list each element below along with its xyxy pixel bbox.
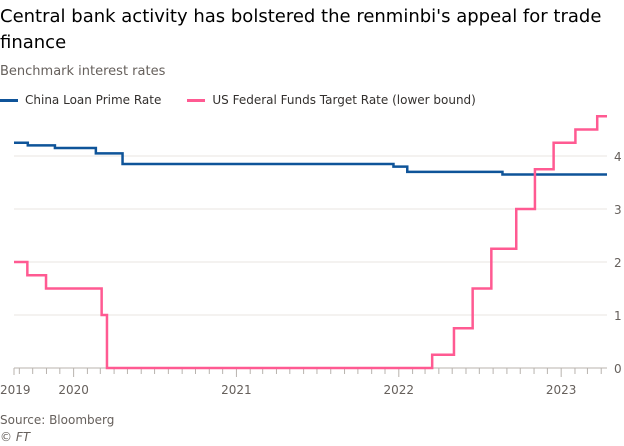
x-tick-label: 2022 xyxy=(384,383,415,397)
y-tick-label: 0 xyxy=(614,362,622,376)
copyright: © FT xyxy=(0,430,31,444)
legend-label: China Loan Prime Rate xyxy=(25,93,162,107)
y-tick-label: 2 xyxy=(614,256,622,270)
legend-item-china-lpr: China Loan Prime Rate xyxy=(0,93,161,107)
series-line-china-lpr xyxy=(14,141,607,176)
series-line-fed-funds xyxy=(14,115,607,370)
chart-subtitle: Benchmark interest rates xyxy=(0,64,166,79)
x-tick-label: 2023 xyxy=(546,383,577,397)
legend-item-fed-funds: US Federal Funds Target Rate (lower boun… xyxy=(187,93,476,107)
x-tick-label: 2021 xyxy=(221,383,252,397)
y-tick-label: 4 xyxy=(614,150,622,164)
legend-label: US Federal Funds Target Rate (lower boun… xyxy=(212,93,476,107)
chart-title: Central bank activity has bolstered the … xyxy=(0,6,602,53)
source-note: Source: Bloomberg xyxy=(0,413,115,427)
x-tick-label: 2019 xyxy=(0,383,31,397)
x-tick-label: 2020 xyxy=(58,383,89,397)
legend: China Loan Prime Rate US Federal Funds T… xyxy=(0,93,476,107)
legend-swatch xyxy=(187,98,206,102)
y-tick-label: 1 xyxy=(614,309,622,323)
legend-swatch xyxy=(0,98,18,102)
y-tick-label: 3 xyxy=(614,203,622,217)
